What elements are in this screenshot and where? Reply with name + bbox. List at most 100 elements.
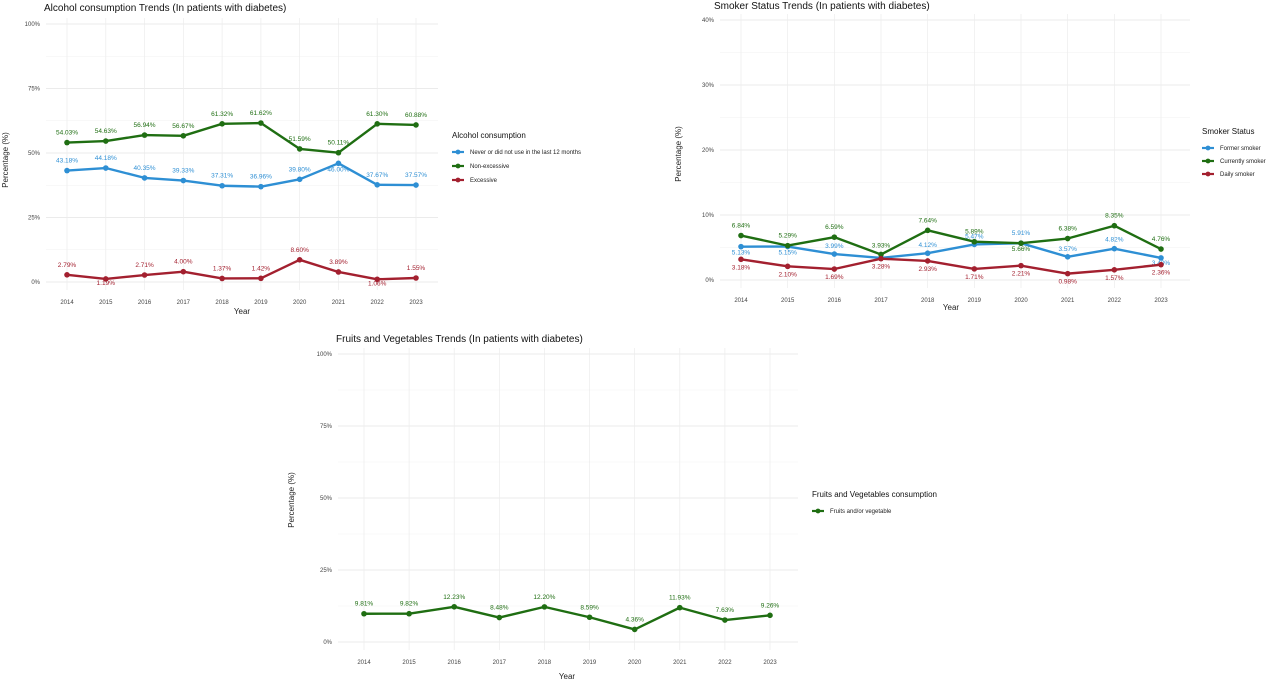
- chart-alcohol: 0% 25% 50% 75% 100% 2014 2015 2016 2017 2018 2019 2…: [1, 3, 581, 316]
- data-point: [831, 251, 838, 257]
- series-line: [66, 162, 417, 188]
- data-label: 36.96%: [250, 174, 272, 181]
- data-label: 5.13%: [732, 250, 751, 257]
- data-label: 3.18%: [732, 264, 751, 271]
- legend: Alcohol consumption Never or did not use …: [452, 131, 581, 184]
- data-label: 2.71%: [135, 262, 154, 269]
- legend-marker: [815, 508, 821, 514]
- series-line: [363, 605, 771, 631]
- data-point: [1018, 240, 1024, 247]
- legend-label: Excessive: [470, 178, 498, 184]
- y-tick-label: 30%: [702, 83, 715, 89]
- data-point: [738, 232, 744, 239]
- legend-title: Smoker Status: [1202, 127, 1254, 136]
- x-tick-label: 2020: [1014, 298, 1028, 304]
- data-point: [784, 263, 791, 270]
- x-tick-label: 2015: [781, 298, 795, 304]
- data-label: 8.59%: [580, 604, 599, 611]
- data-label: 56.67%: [172, 123, 194, 130]
- data-label: 3.57%: [1058, 246, 1077, 253]
- x-tick-label: 2022: [371, 300, 385, 306]
- x-tick-label: 2018: [538, 660, 552, 666]
- y-axis-label: Percentage (%): [287, 472, 296, 528]
- data-point: [586, 614, 593, 621]
- legend-label: Daily smoker: [1220, 172, 1255, 178]
- data-label: 54.03%: [56, 130, 78, 137]
- data-point: [831, 266, 838, 272]
- data-point: [1018, 262, 1024, 269]
- data-label: 12.23%: [443, 594, 465, 601]
- y-tick-label: 75%: [28, 87, 41, 93]
- data-point: [141, 175, 148, 181]
- chart-smoker: 0% 10% 20% 30% 40% 2014 2015 2016 2017 2018 2019 20…: [674, 1, 1266, 312]
- data-label: 43.18%: [56, 158, 78, 165]
- x-tick-label: 2014: [60, 300, 74, 306]
- data-label: 4.36%: [625, 616, 644, 623]
- data-point: [767, 612, 773, 619]
- data-point: [1111, 222, 1118, 229]
- x-tick-label: 2018: [921, 298, 935, 304]
- y-tick-label: 20%: [702, 148, 715, 154]
- legend-label: Fruits and/or vegetable: [830, 509, 892, 515]
- x-tick-label: 2016: [138, 300, 152, 306]
- data-point: [102, 165, 109, 171]
- data-label: 61.62%: [250, 110, 272, 117]
- y-tick-label: 0%: [705, 278, 714, 284]
- x-tick-label: 2014: [357, 660, 371, 666]
- data-label: 0.98%: [1058, 279, 1077, 286]
- data-label: 1.19%: [97, 280, 116, 287]
- data-label: 37.67%: [366, 172, 388, 179]
- data-label: 3.28%: [872, 264, 891, 271]
- data-label: 9.26%: [761, 602, 780, 609]
- series-line: [66, 258, 417, 281]
- data-label: 6.38%: [1058, 226, 1077, 233]
- x-tick-label: 2015: [99, 300, 113, 306]
- x-tick-label: 2017: [493, 660, 507, 666]
- x-axis-label: Year: [943, 303, 960, 312]
- y-tick-label: 0%: [323, 640, 332, 646]
- data-point: [1158, 261, 1164, 268]
- data-label: 5.47%: [965, 233, 984, 240]
- data-label: 4.82%: [1105, 237, 1124, 244]
- x-tick-label: 2020: [293, 300, 307, 306]
- x-tick-label: 2021: [1061, 298, 1075, 304]
- x-tick-label: 2021: [673, 660, 687, 666]
- data-label: 3.99%: [825, 243, 844, 250]
- legend-title: Fruits and Vegetables consumption: [812, 490, 937, 499]
- data-label: 8.35%: [1105, 213, 1124, 220]
- data-label: 8.60%: [290, 247, 309, 254]
- data-label: 1.42%: [252, 265, 271, 272]
- data-label: 61.32%: [211, 111, 233, 118]
- y-tick-label: 100%: [25, 22, 41, 28]
- data-label: 9.81%: [355, 601, 374, 608]
- data-point: [64, 272, 70, 278]
- data-point: [258, 183, 264, 190]
- chart-fruits: 0% 25% 50% 75% 100% 2014 2015 2016 2017 2018 2019 2…: [287, 334, 937, 681]
- data-label: 1.71%: [965, 274, 984, 281]
- data-point: [335, 149, 342, 156]
- x-tick-label: 2015: [402, 660, 416, 666]
- data-point: [258, 275, 264, 282]
- x-tick-label: 2019: [583, 660, 597, 666]
- data-label: 6.84%: [732, 223, 751, 230]
- y-tick-label: 100%: [317, 352, 333, 358]
- legend-marker: [1205, 171, 1211, 177]
- x-tick-label: 2018: [215, 300, 229, 306]
- data-label: 1.57%: [1105, 275, 1124, 282]
- x-tick-label: 2020: [628, 660, 642, 666]
- data-point: [924, 227, 931, 234]
- data-label: 39.80%: [289, 166, 311, 173]
- data-point: [924, 250, 931, 257]
- data-label: 5.15%: [778, 250, 797, 257]
- data-label: 9.82%: [400, 601, 419, 608]
- legend-label: Non-excessive: [470, 164, 510, 170]
- x-tick-label: 2017: [177, 300, 191, 306]
- legend-marker: [455, 149, 461, 155]
- y-tick-label: 0%: [31, 280, 40, 286]
- data-point: [971, 238, 978, 245]
- data-point: [541, 604, 548, 610]
- data-point: [219, 275, 225, 282]
- legend: Fruits and Vegetables consumption Fruits …: [812, 490, 937, 515]
- y-tick-label: 10%: [702, 213, 715, 219]
